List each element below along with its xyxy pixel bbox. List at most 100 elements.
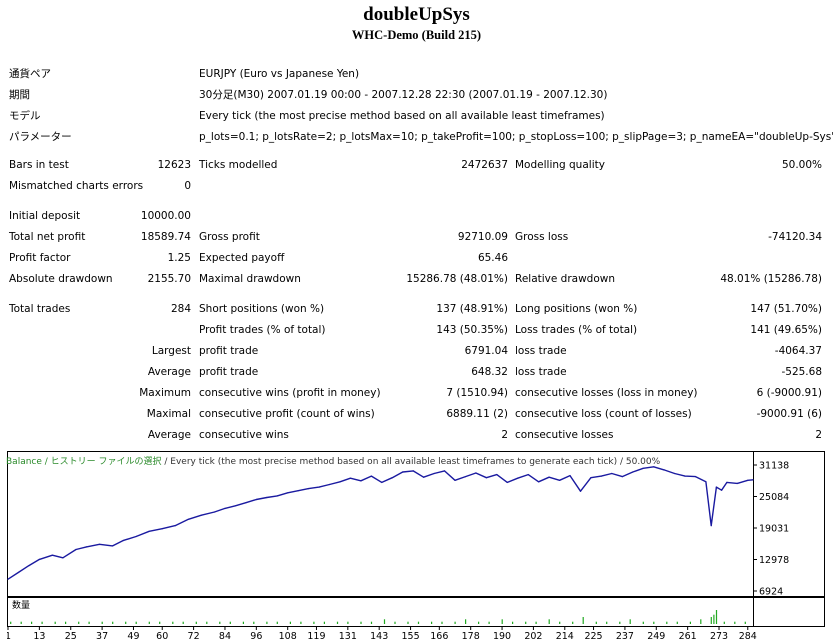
long-positions-value: 147 (51.70%) xyxy=(750,303,822,315)
deposit-value: 10000.00 xyxy=(140,210,191,222)
balance-point xyxy=(308,488,310,490)
balance-point xyxy=(710,525,712,527)
balance-point xyxy=(715,486,718,488)
balance-point xyxy=(234,505,236,507)
balance-point xyxy=(245,502,247,504)
balance-point xyxy=(318,486,320,488)
report-subtitle: WHC-Demo (Build 215) xyxy=(351,28,482,42)
x-tick-label: 119 xyxy=(307,631,325,642)
balance-point xyxy=(28,565,30,567)
volume-chart: 1 13 25 37 49 60 72 84 96 108 119 131 143 155 166 178 19… xyxy=(7,597,825,642)
largest-profit-trade-value: 6791.04 xyxy=(464,345,508,357)
balance-point xyxy=(174,525,176,527)
x-tick-label: 202 xyxy=(524,631,542,642)
profit-factor-label: Profit factor xyxy=(9,252,71,264)
x-tick-label: 273 xyxy=(710,631,728,642)
max-consecutive-losses-label: consecutive losses (loss in money) xyxy=(515,387,698,399)
maximal-label: Maximal xyxy=(146,408,191,420)
volume-bar xyxy=(313,621,315,624)
x-tick-label: 237 xyxy=(616,631,634,642)
x-tick-label: 178 xyxy=(462,631,480,642)
info-label-period: 期間 xyxy=(9,89,30,101)
average-consecutive-losses-value: 2 xyxy=(815,429,822,441)
volume-bar xyxy=(431,621,433,624)
x-tick-label: 49 xyxy=(127,631,139,642)
y-tick-label: 25084 xyxy=(759,492,789,503)
expected-payoff-label: Expected payoff xyxy=(199,252,285,264)
info-value-period: 30分足(M30) 2007.01.19 00:00 - 2007.12.28 … xyxy=(199,89,608,101)
volume-frame xyxy=(7,597,825,627)
largest-label: Largest xyxy=(151,345,191,357)
long-positions-label: Long positions (won %) xyxy=(515,303,638,315)
average-loss-trade-label: loss trade xyxy=(515,366,567,378)
balance-point xyxy=(721,489,723,491)
volume-bar xyxy=(347,621,349,624)
x-tick-label: 13 xyxy=(33,631,45,642)
x-tick-label: 155 xyxy=(401,631,419,642)
balance-point xyxy=(276,495,278,497)
balance-point xyxy=(135,535,137,538)
volume-bar xyxy=(336,621,339,624)
volume-bar xyxy=(535,621,537,624)
x-tick-label: 108 xyxy=(279,631,297,642)
average-consecutive-losses-label: consecutive losses xyxy=(515,429,614,441)
volume-bar xyxy=(606,621,608,624)
volume-bar xyxy=(10,621,12,624)
quality-value: 50.00% xyxy=(781,159,822,171)
volume-bar xyxy=(407,621,409,624)
profit-factor-value: 1.25 xyxy=(167,252,191,264)
balance-point xyxy=(266,496,268,499)
absolute-drawdown-value: 2155.70 xyxy=(147,273,191,285)
balance-point xyxy=(161,528,163,530)
gross-loss-label: Gross loss xyxy=(515,231,569,243)
volume-bar xyxy=(54,621,56,624)
volume-bar xyxy=(242,621,244,624)
y-tick-label: 6924 xyxy=(759,587,783,598)
balance-point xyxy=(360,480,362,482)
balance-point xyxy=(684,475,686,477)
balance-point xyxy=(443,470,446,472)
maximal-drawdown-label: Maximal drawdown xyxy=(199,273,301,285)
max-consecutive-wins-value: 7 (1510.94) xyxy=(446,387,508,399)
balance-point xyxy=(653,466,655,468)
bars-label: Bars in test xyxy=(9,159,69,171)
x-tick-label: 84 xyxy=(219,631,231,642)
mismatch-label: Mismatched charts errors xyxy=(9,180,144,192)
balance-point xyxy=(402,471,404,473)
info-label-symbol: 通貨ペア xyxy=(9,68,51,80)
balance-point xyxy=(496,474,498,476)
maximal-consecutive-profit-label: consecutive profit (count of wins) xyxy=(199,408,375,420)
balance-point xyxy=(75,548,77,551)
y-tick-label: 31138 xyxy=(759,461,789,472)
balance-point xyxy=(17,571,20,573)
volume-bar xyxy=(148,621,150,624)
volume-bar xyxy=(642,621,644,624)
volume-bar xyxy=(112,621,114,624)
volume-bar xyxy=(676,621,678,624)
relative-drawdown-value: 48.01% (15286.78) xyxy=(720,273,822,285)
volume-bar xyxy=(206,621,208,624)
volume-bar xyxy=(300,621,302,624)
balance-point xyxy=(98,543,101,545)
balance-point xyxy=(559,479,561,481)
maximal-consecutive-loss-label: consecutive loss (count of losses) xyxy=(515,408,692,420)
volume-bar xyxy=(619,621,621,624)
relative-drawdown-label: Relative drawdown xyxy=(515,273,616,285)
volume-bar xyxy=(595,621,597,624)
balance-point xyxy=(349,477,351,479)
net-profit-value: 18589.74 xyxy=(140,231,191,243)
loss-trades-value: 141 (49.65%) xyxy=(750,324,822,336)
balance-point xyxy=(590,477,592,479)
balance-point xyxy=(454,479,456,481)
balance-point xyxy=(328,483,331,486)
balance-point xyxy=(621,476,623,478)
info-label-model: モデル xyxy=(9,110,41,122)
balance-point xyxy=(370,475,372,477)
volume-bar xyxy=(653,621,655,624)
balance-point xyxy=(7,578,9,580)
gross-loss-value: -74120.34 xyxy=(768,231,822,243)
volume-bar xyxy=(195,621,197,624)
volume-bar xyxy=(700,619,702,624)
ticks-value: 2472637 xyxy=(461,159,508,171)
balance-point xyxy=(148,530,150,532)
